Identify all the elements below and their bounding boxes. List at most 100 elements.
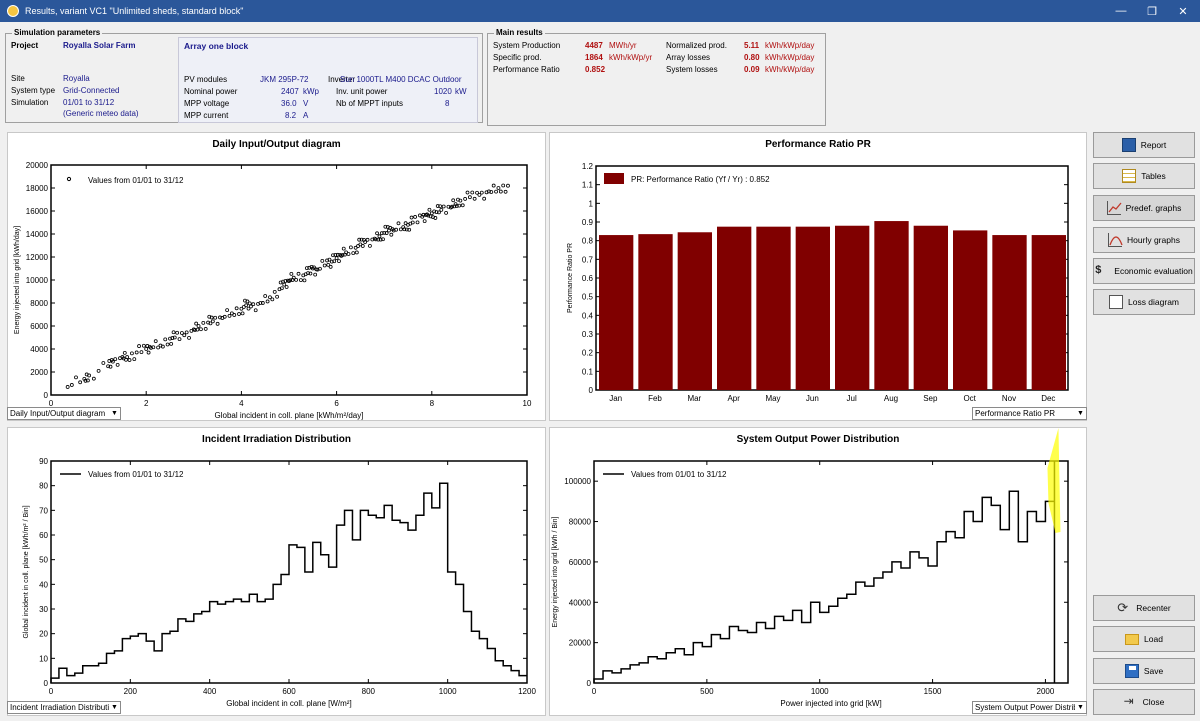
scatter-point <box>432 209 437 214</box>
load-button[interactable]: Load <box>1093 626 1195 652</box>
array-losses-value: 0.80 <box>744 53 760 62</box>
y-tick-label: 0.6 <box>582 274 594 283</box>
y-tick-label: 0 <box>44 391 49 400</box>
scatter-point <box>227 313 232 318</box>
normalized-prod-unit: kWh/kWp/day <box>765 41 815 50</box>
inverter-value: Sun 1000TL M400 DCAC Outdoor <box>340 75 462 84</box>
scatter-point <box>247 301 252 306</box>
graph-select-pr[interactable]: Performance Ratio PR ▼ <box>972 407 1087 420</box>
scatter-point <box>318 266 322 271</box>
scatter-point <box>139 350 144 355</box>
legend-swatch <box>604 173 624 184</box>
scatter-point <box>177 337 182 342</box>
scatter-point <box>171 330 176 335</box>
scatter-point <box>284 285 289 289</box>
scatter-point <box>470 190 475 195</box>
scatter-point <box>446 204 451 209</box>
scatter-point <box>460 203 465 208</box>
graph-select-io[interactable]: Daily Input/Output diagram ▼ <box>7 407 121 420</box>
legend-label: PR: Performance Ratio (Yf / Yr) : 0.852 <box>631 175 770 184</box>
y-tick-label: 40000 <box>569 598 592 607</box>
refresh-icon: ⟳ <box>1117 600 1129 615</box>
scatter-point <box>113 357 118 362</box>
x-tick-label: 1500 <box>924 687 942 696</box>
scatter-point <box>402 227 407 232</box>
save-button[interactable]: Save <box>1093 658 1195 684</box>
scatter-point <box>268 295 272 300</box>
scatter-point <box>377 234 382 239</box>
close-button[interactable]: ⇥ Close <box>1093 689 1195 715</box>
simulation-label: Simulation <box>11 98 49 107</box>
scatter-point <box>153 339 158 344</box>
scatter-point <box>137 344 141 348</box>
y-tick-label: 10000 <box>26 276 49 285</box>
scatter-point <box>222 314 227 319</box>
scatter-point <box>106 364 111 369</box>
io-scatter-chart: 0 2000 4000 6000 8000 10000 12000 14000 16000 180… <box>14 161 532 420</box>
tables-button[interactable]: Tables <box>1093 163 1195 189</box>
scatter-point <box>376 237 381 242</box>
scatter-point <box>275 294 280 299</box>
x-tick-label: Aug <box>884 394 898 403</box>
y-tick-label: 16000 <box>26 207 49 216</box>
scatter-point <box>195 327 200 332</box>
hourly-graphs-button[interactable]: Hourly graphs <box>1093 227 1195 253</box>
scatter-point <box>398 227 403 232</box>
scatter-point <box>465 190 470 195</box>
scatter-point <box>270 297 275 302</box>
scatter-point <box>441 204 446 209</box>
scatter-point <box>141 343 146 348</box>
scatter-point <box>482 196 487 201</box>
x-axis-label: Global incident in coll. plane [W/m²] <box>226 699 351 708</box>
scatter-point <box>265 299 270 304</box>
mpp-voltage-value: 36.0 <box>281 99 297 108</box>
graph-select-power[interactable]: System Output Power Distrib ▼ <box>972 701 1087 714</box>
economic-evaluation-button[interactable]: $ Economic evaluation <box>1093 258 1195 284</box>
scatter-point <box>83 378 88 383</box>
scatter-point <box>134 350 139 355</box>
recenter-button[interactable]: ⟳ Recenter <box>1093 595 1195 621</box>
scatter-point <box>130 351 134 356</box>
scatter-point <box>491 183 496 188</box>
system-production-value: 4487 <box>585 41 603 50</box>
scatter-point <box>163 337 168 342</box>
scatter-point <box>101 361 106 365</box>
predef-graphs-button[interactable]: Predef. graphs <box>1093 195 1195 221</box>
system-type-value: Grid-Connected <box>63 86 120 95</box>
inv-unit-power-unit: kW <box>455 87 467 96</box>
scatter-point <box>353 245 358 250</box>
scatter-point <box>283 279 288 283</box>
chevron-down-icon: ▼ <box>109 702 120 713</box>
minimize-button[interactable]: — <box>1115 5 1127 17</box>
load-button-label: Load <box>1144 634 1163 644</box>
main-results-group: Main results System Production 4487 MWh/… <box>487 28 826 126</box>
scatter-point <box>351 251 356 255</box>
graph-select-irr[interactable]: Incident Irradiation Distributi ▼ <box>7 701 121 714</box>
simulation-value: 01/01 to 31/12 <box>63 98 115 107</box>
scatter-point <box>365 237 370 242</box>
x-tick-label: 200 <box>124 687 138 696</box>
project-value: Royalla Solar Farm <box>63 41 136 50</box>
scatter-point <box>359 237 364 242</box>
scatter-point <box>362 237 366 242</box>
close-window-button[interactable]: ✕ <box>1178 5 1188 18</box>
scatter-point <box>232 313 237 317</box>
x-tick-label: Oct <box>963 394 976 403</box>
folder-icon <box>1125 633 1140 645</box>
report-button[interactable]: Report <box>1093 132 1195 158</box>
x-tick-label: Mar <box>687 394 701 403</box>
scatter-point <box>340 253 345 257</box>
x-tick-label: 400 <box>203 687 217 696</box>
scatter-point <box>322 263 327 268</box>
x-tick-label: Jun <box>806 394 819 403</box>
y-tick-label: 0 <box>587 679 592 688</box>
scatter-point <box>409 215 414 220</box>
pv-modules-value: JKM 295P-72 <box>260 75 309 84</box>
scatter-point <box>429 211 434 216</box>
scatter-point <box>327 257 332 262</box>
scatter-point <box>343 252 347 257</box>
restore-button[interactable]: ❐ <box>1147 5 1157 18</box>
y-axis-label: Performance Ratio PR <box>567 243 574 313</box>
scatter-point <box>308 271 313 276</box>
loss-diagram-button[interactable]: Loss diagram <box>1093 289 1195 315</box>
